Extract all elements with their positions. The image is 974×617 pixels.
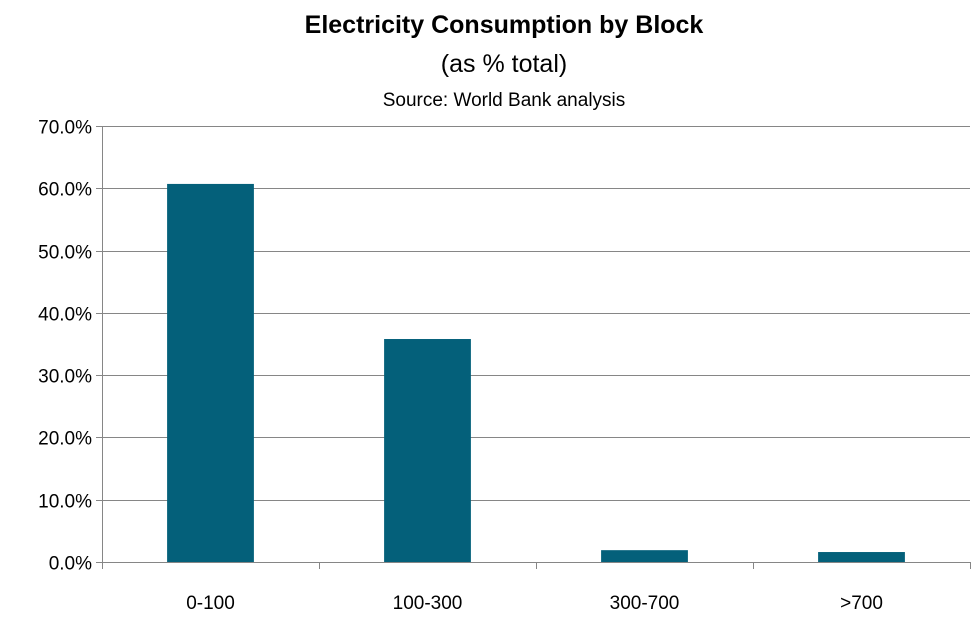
bar xyxy=(601,550,688,562)
y-tick-label: 10.0% xyxy=(38,492,92,513)
x-tick-labels: 0-100 100-300 300-700 >700 xyxy=(186,593,883,614)
y-tick-label: 50.0% xyxy=(38,243,92,264)
bars xyxy=(167,183,905,562)
y-tick-label: 20.0% xyxy=(38,429,92,450)
y-tick-label: 60.0% xyxy=(38,180,92,201)
y-tick-labels: 0.0% 10.0% 20.0% 30.0% 40.0% 50.0% 60.0% 70.0% xyxy=(38,118,92,575)
chart-source: Source: World Bank analysis xyxy=(383,90,626,111)
x-tick-label: 0-100 xyxy=(186,593,235,614)
bar xyxy=(384,339,471,562)
chart-subtitle: (as % total) xyxy=(441,50,567,78)
y-tick-label: 40.0% xyxy=(38,305,92,326)
axes xyxy=(96,126,971,569)
chart-title: Electricity Consumption by Block xyxy=(305,11,704,39)
bar xyxy=(167,183,254,562)
bar xyxy=(818,552,905,562)
x-tick-label: 300-700 xyxy=(610,593,680,614)
x-tick-label: 100-300 xyxy=(393,593,463,614)
x-tick-label: >700 xyxy=(840,593,883,614)
y-tick-label: 70.0% xyxy=(38,118,92,139)
y-tick-label: 0.0% xyxy=(49,554,92,575)
y-tick-label: 30.0% xyxy=(38,367,92,388)
